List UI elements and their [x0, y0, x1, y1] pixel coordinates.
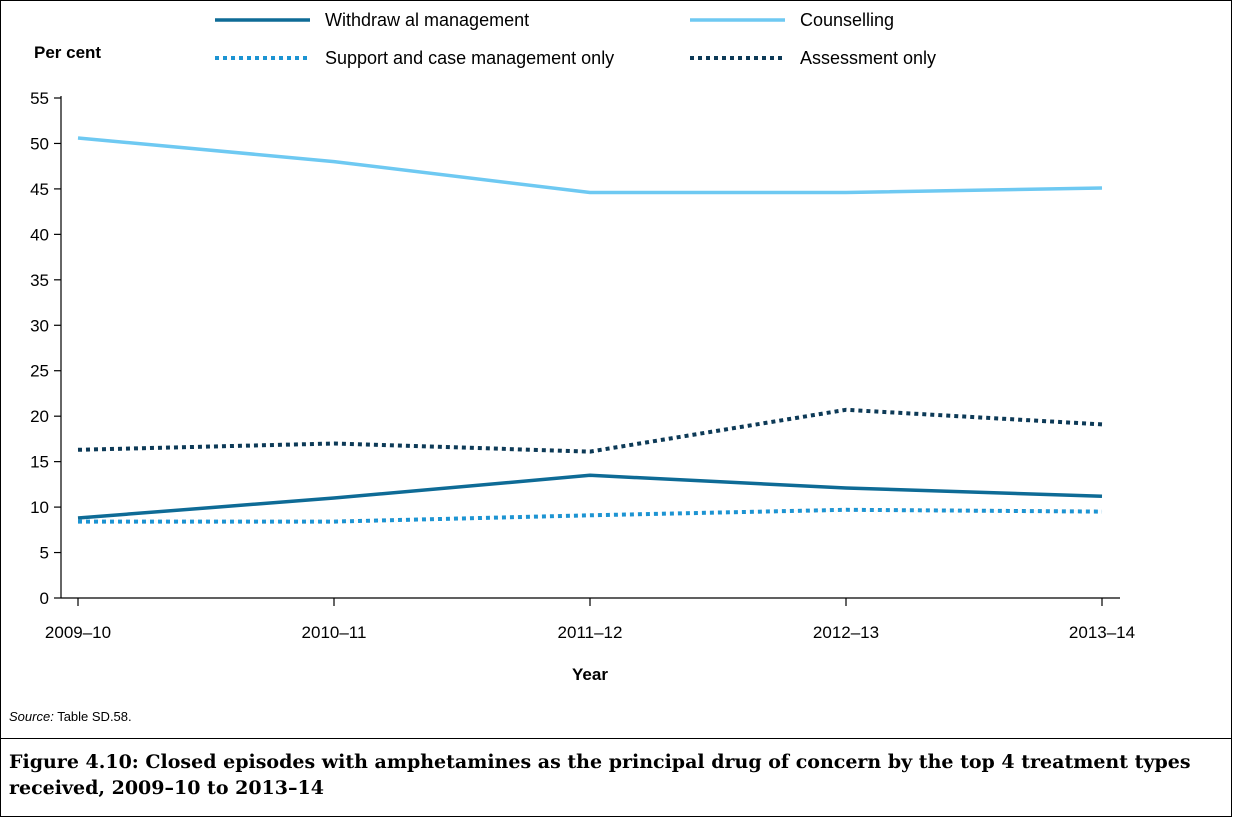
legend-label: Withdraw al management [325, 10, 529, 30]
legend-label: Assessment only [800, 48, 936, 68]
legend: Withdraw al management Counselling Support… [215, 10, 936, 68]
series-line-2 [78, 507, 1103, 524]
x-axis-title: Year [572, 665, 608, 684]
y-tick-label: 0 [40, 589, 49, 608]
legend-label: Support and case management only [325, 48, 614, 68]
y-tick-label: 25 [30, 362, 49, 381]
source-note: Source: Table SD.58. [9, 709, 132, 724]
series-line-0 [77, 473, 1103, 520]
x-tick-label: 2009–10 [45, 623, 111, 642]
x-tick-label: 2012–13 [813, 623, 879, 642]
x-tick-label: 2010–11 [302, 623, 367, 642]
series-line-3 [77, 407, 1103, 454]
y-axis-title: Per cent [34, 43, 101, 62]
figure-caption: Figure 4.10: Closed episodes with amphet… [9, 751, 1191, 799]
y-tick-label: 45 [30, 180, 49, 199]
x-axis: 2009–10 2010–11 2011–12 2012–13 2013–14 [45, 597, 1135, 642]
y-tick-label: 20 [30, 407, 49, 426]
source-text: Table SD.58. [53, 709, 132, 724]
series-line-1 [77, 136, 1103, 195]
x-tick-label: 2011–12 [558, 623, 623, 642]
y-tick-label: 40 [30, 225, 49, 244]
y-tick-label: 15 [30, 453, 49, 472]
y-tick-label: 10 [30, 498, 49, 517]
y-tick-label: 55 [30, 89, 49, 108]
series-lines [77, 136, 1103, 524]
x-tick-label: 2013–14 [1069, 623, 1135, 642]
source-label: Source: [9, 709, 54, 724]
caption-divider [0, 738, 1232, 739]
y-axis: 0 5 10 15 20 25 30 35 40 45 50 55 [30, 89, 62, 608]
y-tick-label: 50 [30, 134, 49, 153]
legend-label: Counselling [800, 10, 894, 30]
y-tick-label: 35 [30, 271, 49, 290]
y-tick-label: 5 [40, 544, 49, 563]
y-tick-label: 30 [30, 316, 49, 335]
